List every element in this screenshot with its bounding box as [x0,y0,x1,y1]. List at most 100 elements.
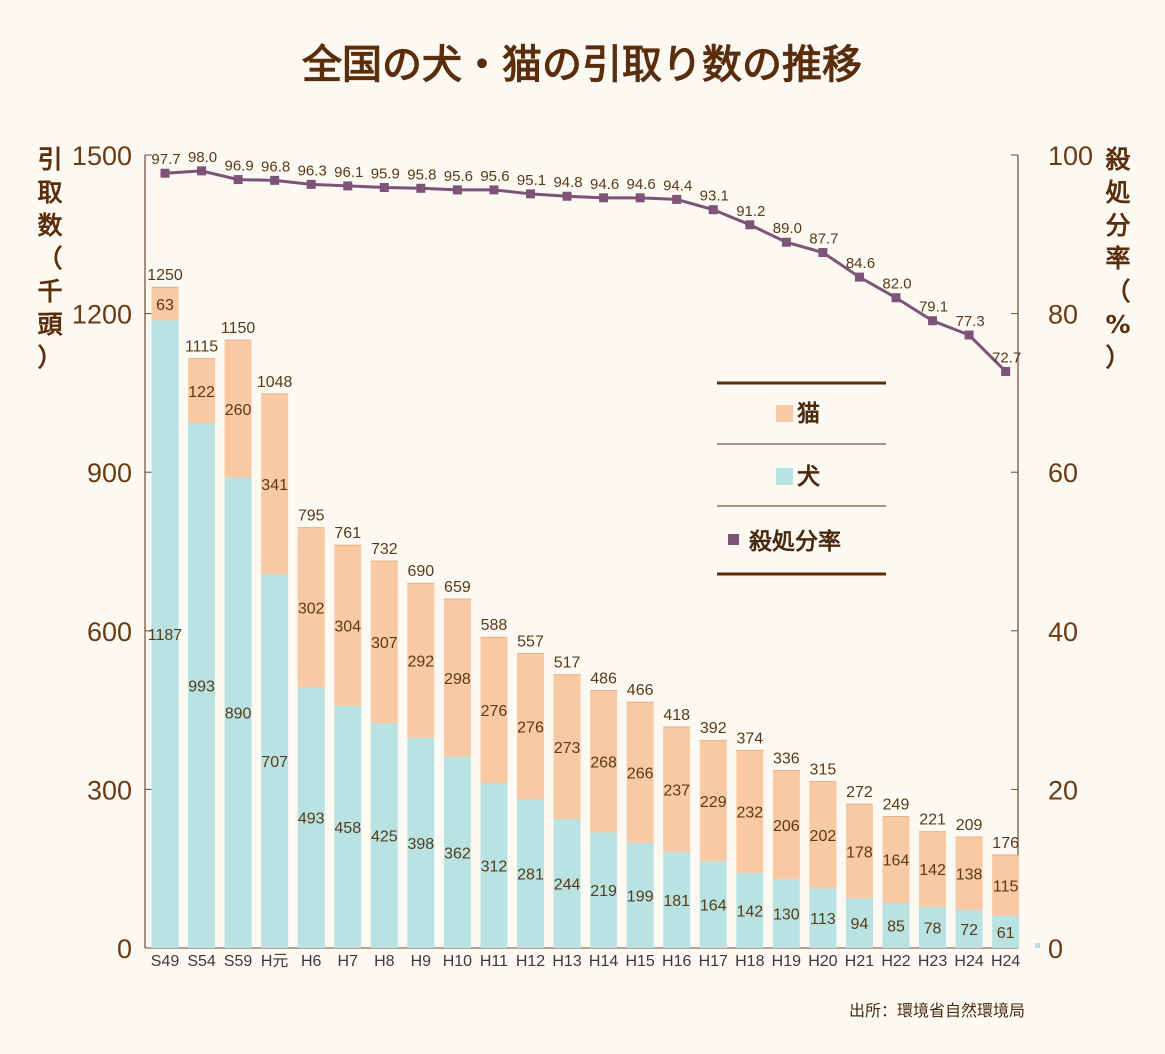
x-tick-label: H18 [735,953,764,970]
y-axis-label-text: 引取数（千頭） [37,145,63,372]
x-tick-label: S49 [151,953,180,970]
y-tick-label: 1200 [72,300,132,330]
x-tick-label: H13 [552,953,581,970]
bar-cat [736,750,764,873]
bar-cat [955,836,983,910]
bar-cat-value: 341 [261,477,288,494]
bar-dog-value: 61 [997,925,1015,942]
bar-dog-value: 707 [261,754,288,771]
rate-value: 96.3 [298,162,327,179]
bar-total-value: 466 [627,682,654,699]
bar-dog [334,705,362,948]
bar-dog-value: 398 [407,836,434,853]
bar-total-value: 486 [590,671,617,688]
rate-point [818,248,828,258]
y2-tick-label: 100 [1048,141,1093,171]
bar-cat [590,690,618,833]
bar-total-value: 795 [298,508,325,525]
bar-dog-value: 72 [960,922,978,939]
y-tick-label: 1500 [72,141,132,171]
bar-dog [663,852,691,948]
x-tick-label: H20 [808,953,837,970]
bar-total-value: 272 [846,784,873,801]
x-tick-label: H12 [516,953,545,970]
x-tick-label: H14 [589,953,618,970]
bar-cat [845,804,873,899]
bar-dog-value: 164 [700,898,727,915]
x-tick-label: H元 [261,953,289,970]
bar-cat-value: 122 [188,384,215,401]
x-tick-label: H10 [443,953,472,970]
rate-value: 98.0 [188,149,217,166]
rate-value: 93.1 [700,188,729,205]
rate-value: 97.7 [151,151,180,168]
rate-value: 96.1 [334,164,363,181]
bar-total-value: 336 [773,750,800,767]
bar-cat [992,854,1020,916]
legend-cat-label: 猫 [797,401,820,427]
bar-dog-value: 493 [298,811,325,828]
bar-dog [407,737,435,948]
bar-cat [334,545,362,706]
bar-total-value: 315 [810,761,837,778]
bar-dog-value: 94 [851,916,869,933]
rate-point [160,168,170,178]
bar-cat [919,831,947,907]
bar-cat [553,674,581,820]
bar-cat-value: 268 [590,754,617,771]
bar-dog [261,574,289,948]
y-tick-label: 0 [117,934,132,964]
bar-dog-value: 425 [371,829,398,846]
bar-dog-value: 362 [444,845,471,862]
bar-dog [699,861,727,948]
bar-total-value: 374 [736,730,763,747]
y-tick-label: 600 [87,617,132,647]
x-tick-label: H7 [338,953,359,970]
bar-dog [297,687,325,948]
source-note: 出所：環境省自然環境局 [849,1001,1025,1020]
rate-value: 94.8 [553,174,582,191]
bar-cat-value: 273 [554,740,581,757]
x-tick-label: H23 [918,953,947,970]
bar-total-value: 557 [517,634,544,651]
bar-dog [443,756,471,948]
x-tick-label: H22 [881,953,910,970]
rate-point [781,237,791,247]
bar-cat-value: 276 [481,703,508,720]
rate-point [854,272,864,282]
bar-cat [407,583,435,738]
bar-cat-value: 178 [846,844,873,861]
bar-cat-value: 307 [371,635,398,652]
bar-cat [626,702,654,843]
bar-dog [188,423,216,948]
rate-point [891,293,901,303]
bar-total-value: 1115 [185,339,218,356]
rate-value: 96.8 [261,158,290,175]
bar-cat-value: 202 [810,828,837,845]
bar-total-value: 1048 [257,374,293,391]
y2-axis-label: 殺処分率（%） [1105,145,1131,372]
y-axis-label: 引取数（千頭） [37,145,63,372]
bar-cat [224,340,252,478]
rate-point [635,193,645,203]
bar-dog-value: 199 [627,888,654,905]
legend-cat-swatch [776,405,793,422]
rate-point [599,193,609,203]
x-tick-label: H19 [772,953,801,970]
bar-total-value: 517 [554,655,581,672]
bar-total-value: 418 [663,707,690,724]
bar-cat [517,653,544,800]
bar-cat-value: 304 [334,619,361,636]
bar-dog [480,783,508,948]
bar-total-value: 732 [371,541,398,558]
x-tick-label: S59 [224,953,253,970]
x-tick-label: H24 [954,953,983,970]
bar-cat [188,358,216,424]
rate-value: 96.9 [224,158,253,175]
bar-dog [224,477,252,948]
rate-point [416,183,426,193]
bar-dog [151,320,179,948]
rate-point [452,185,462,195]
y2-axis-label-text: 殺処分率（%） [1105,145,1131,372]
rate-point [526,189,535,199]
